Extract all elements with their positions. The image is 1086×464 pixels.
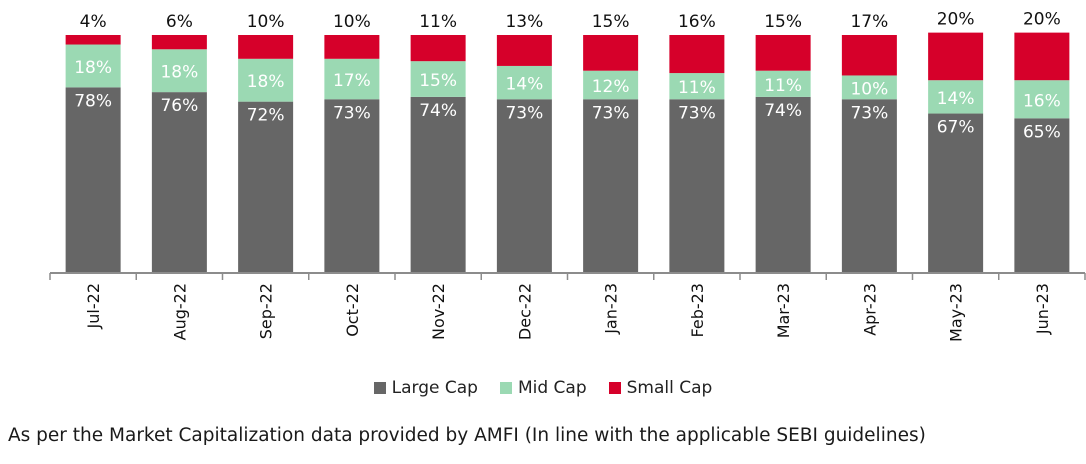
legend-swatch-mid-cap	[499, 382, 512, 394]
bar-large-cap-apr-23	[841, 99, 897, 273]
data-label-large-cap-dec-22: 73%	[505, 103, 543, 123]
x-tick-label-apr-23: Apr-23	[860, 283, 879, 336]
bar-mid-cap-oct-22	[324, 58, 380, 100]
bar-mid-cap-dec-22	[496, 65, 552, 100]
data-label-small-cap-sep-22: 10%	[247, 12, 285, 32]
data-label-small-cap-jul-22: 4%	[80, 12, 107, 32]
data-label-small-cap-may-23: 20%	[937, 10, 975, 30]
bar-small-cap-aug-22	[151, 35, 207, 50]
data-label-large-cap-jan-23: 73%	[592, 103, 630, 123]
stacked-bar-chart: 78% 18% 4% 76% 18% 6% 72% 18% 10% 73% 17% 10% 74% 15%…	[49, 10, 1086, 342]
data-label-small-cap-oct-22: 10%	[333, 12, 371, 32]
bar-small-cap-may-23	[928, 32, 984, 81]
data-label-large-cap-aug-22: 76%	[160, 96, 198, 116]
bar-small-cap-jun-23	[1014, 32, 1070, 81]
data-label-mid-cap-dec-22: 14%	[505, 75, 543, 95]
bar-small-cap-feb-23	[669, 35, 725, 74]
bar-large-cap-oct-22	[324, 99, 380, 273]
legend: Large Cap Mid Cap Small Cap	[0, 378, 1086, 398]
data-label-mid-cap-jan-23: 12%	[592, 77, 630, 97]
data-label-large-cap-nov-22: 74%	[419, 101, 457, 121]
data-label-mid-cap-apr-23: 10%	[850, 79, 888, 99]
legend-item-small-cap: Small Cap	[608, 378, 713, 398]
x-tick-label-dec-22: Dec-22	[515, 283, 534, 340]
legend-swatch-small-cap	[608, 382, 621, 394]
bar-mid-cap-jan-23	[583, 70, 639, 100]
x-axis: Jul-22 Aug-22 Sep-22 Oct-22 Nov-22 Dec-22 Jan-…	[49, 272, 1086, 342]
x-tick-label-mar-23: Mar-23	[774, 283, 793, 338]
data-label-mid-cap-nov-22: 15%	[419, 71, 457, 91]
bar-mid-cap-jul-22	[65, 44, 121, 88]
bar-large-cap-nov-22	[410, 96, 466, 273]
data-label-small-cap-jun-23: 20%	[1023, 10, 1061, 30]
bar-small-cap-dec-22	[496, 35, 552, 66]
x-tick-label-aug-22: Aug-22	[170, 283, 189, 340]
data-label-mid-cap-sep-22: 18%	[247, 72, 285, 92]
bar-large-cap-jul-22	[65, 87, 121, 273]
legend-label-mid-cap: Mid Cap	[517, 378, 587, 398]
data-label-mid-cap-oct-22: 17%	[333, 71, 371, 91]
data-label-large-cap-may-23: 67%	[937, 118, 975, 138]
bar-mid-cap-jun-23	[1014, 80, 1070, 119]
bar-small-cap-sep-22	[238, 35, 294, 59]
data-label-large-cap-jun-23: 65%	[1023, 122, 1061, 142]
bar-mid-cap-feb-23	[669, 73, 725, 100]
legend-item-large-cap: Large Cap	[373, 378, 478, 398]
data-label-mid-cap-jun-23: 16%	[1023, 91, 1061, 111]
data-label-small-cap-dec-22: 13%	[505, 12, 543, 32]
data-label-small-cap-aug-22: 6%	[166, 12, 193, 32]
data-label-large-cap-jul-22: 78%	[74, 91, 112, 111]
x-tick-label-feb-23: Feb-23	[688, 283, 707, 337]
data-label-small-cap-nov-22: 11%	[419, 12, 457, 32]
data-label-small-cap-feb-23: 16%	[678, 12, 716, 32]
bar-small-cap-mar-23	[755, 35, 811, 71]
bar-mid-cap-apr-23	[841, 75, 897, 100]
x-tick-label-sep-22: Sep-22	[257, 283, 276, 339]
bar-mid-cap-sep-22	[238, 58, 294, 102]
bar-mid-cap-may-23	[928, 80, 984, 114]
bar-large-cap-jun-23	[1014, 118, 1070, 273]
data-label-small-cap-jan-23: 15%	[592, 12, 630, 32]
legend-label-small-cap: Small Cap	[626, 378, 713, 398]
bar-large-cap-jan-23	[583, 99, 639, 273]
data-label-small-cap-apr-23: 17%	[850, 12, 888, 32]
legend-swatch-large-cap	[373, 382, 386, 394]
data-label-large-cap-mar-23: 74%	[764, 101, 802, 121]
data-label-mid-cap-jul-22: 18%	[74, 58, 112, 78]
x-tick-label-may-23: May-23	[947, 283, 966, 342]
x-tick-label-oct-22: Oct-22	[343, 283, 362, 337]
bar-large-cap-feb-23	[669, 99, 725, 273]
data-label-large-cap-oct-22: 73%	[333, 103, 371, 123]
data-label-small-cap-mar-23: 15%	[764, 12, 802, 32]
data-label-mid-cap-aug-22: 18%	[160, 63, 198, 83]
bar-large-cap-sep-22	[238, 101, 294, 273]
bar-large-cap-dec-22	[496, 99, 552, 273]
bar-large-cap-mar-23	[755, 96, 811, 273]
data-label-large-cap-apr-23: 73%	[850, 103, 888, 123]
data-label-mid-cap-mar-23: 11%	[764, 76, 802, 96]
bar-large-cap-aug-22	[151, 92, 207, 274]
legend-item-mid-cap: Mid Cap	[499, 378, 587, 398]
bar-small-cap-nov-22	[410, 35, 466, 62]
x-tick-label-jul-22: Jul-22	[84, 283, 103, 329]
bars-group: 78% 18% 4% 76% 18% 6% 72% 18% 10% 73% 17% 10% 74% 15%…	[65, 10, 1070, 274]
bar-large-cap-may-23	[928, 113, 984, 273]
x-tick-label-nov-22: Nov-22	[429, 283, 448, 340]
data-label-mid-cap-may-23: 14%	[937, 89, 975, 109]
bar-small-cap-jan-23	[583, 35, 639, 71]
bar-small-cap-oct-22	[324, 35, 380, 59]
data-label-large-cap-sep-22: 72%	[247, 106, 285, 126]
footnote: As per the Market Capitalization data pr…	[8, 425, 926, 446]
bar-mid-cap-aug-22	[151, 49, 207, 93]
x-tick-label-jun-23: Jun-23	[1033, 283, 1052, 335]
data-label-large-cap-feb-23: 73%	[678, 103, 716, 123]
bar-small-cap-jul-22	[65, 35, 121, 45]
x-tick-label-jan-23: Jan-23	[602, 283, 621, 335]
bar-mid-cap-nov-22	[410, 61, 466, 97]
bar-small-cap-apr-23	[841, 35, 897, 76]
bar-mid-cap-mar-23	[755, 70, 811, 97]
data-label-mid-cap-feb-23: 11%	[678, 78, 716, 98]
legend-label-large-cap: Large Cap	[391, 378, 478, 398]
